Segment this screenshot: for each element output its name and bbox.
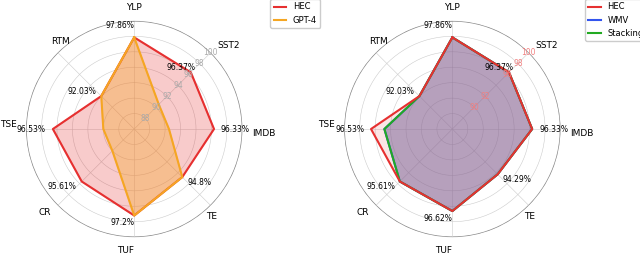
Text: TE: TE bbox=[524, 212, 536, 221]
Text: 92.03%: 92.03% bbox=[67, 87, 97, 96]
Legend: HEC, WMV, Stacking: HEC, WMV, Stacking bbox=[585, 0, 640, 41]
Text: 88: 88 bbox=[140, 114, 150, 123]
Text: 96.53%: 96.53% bbox=[335, 124, 364, 134]
Text: YLP: YLP bbox=[445, 3, 460, 12]
Text: TE: TE bbox=[206, 212, 217, 221]
Text: 97.2%: 97.2% bbox=[110, 218, 134, 227]
Polygon shape bbox=[371, 37, 532, 211]
Legend: HEC, GPT-4: HEC, GPT-4 bbox=[271, 0, 321, 28]
Text: 94: 94 bbox=[173, 81, 183, 90]
Text: 96.37%: 96.37% bbox=[167, 63, 196, 72]
Text: 92: 92 bbox=[480, 92, 490, 101]
Text: 92.03%: 92.03% bbox=[386, 87, 415, 96]
Text: 96: 96 bbox=[502, 70, 512, 79]
Text: 100: 100 bbox=[204, 48, 218, 57]
Text: SST2: SST2 bbox=[536, 41, 558, 50]
Text: RTM: RTM bbox=[369, 37, 388, 46]
Polygon shape bbox=[53, 37, 214, 216]
Text: TSE: TSE bbox=[318, 120, 335, 129]
Text: 92: 92 bbox=[162, 92, 172, 101]
Text: 90: 90 bbox=[469, 103, 479, 112]
Text: 98: 98 bbox=[513, 59, 523, 68]
Text: 90: 90 bbox=[151, 103, 161, 112]
Text: 96.37%: 96.37% bbox=[485, 63, 514, 72]
Text: 94.8%: 94.8% bbox=[187, 177, 211, 187]
Text: 96.33%: 96.33% bbox=[539, 124, 568, 134]
Text: IMDB: IMDB bbox=[570, 129, 593, 138]
Text: YLP: YLP bbox=[126, 3, 142, 12]
Text: SST2: SST2 bbox=[217, 41, 240, 50]
Text: 98: 98 bbox=[195, 59, 205, 68]
Text: TUF: TUF bbox=[117, 247, 134, 255]
Text: 96.62%: 96.62% bbox=[424, 214, 452, 222]
Text: 95.61%: 95.61% bbox=[366, 182, 395, 191]
Text: TUF: TUF bbox=[435, 247, 452, 255]
Text: 96.53%: 96.53% bbox=[17, 124, 46, 134]
Text: 94.29%: 94.29% bbox=[502, 175, 531, 184]
Text: 95.61%: 95.61% bbox=[48, 182, 77, 191]
Text: IMDB: IMDB bbox=[252, 129, 275, 138]
Text: 97.86%: 97.86% bbox=[106, 22, 134, 30]
Text: 96: 96 bbox=[184, 70, 194, 79]
Text: 97.86%: 97.86% bbox=[424, 22, 452, 30]
Text: TSE: TSE bbox=[0, 120, 17, 129]
Text: RTM: RTM bbox=[51, 37, 70, 46]
Text: CR: CR bbox=[38, 208, 51, 217]
Text: 100: 100 bbox=[522, 48, 536, 57]
Text: CR: CR bbox=[357, 208, 369, 217]
Text: 96.33%: 96.33% bbox=[221, 124, 250, 134]
Polygon shape bbox=[101, 37, 182, 216]
Polygon shape bbox=[385, 37, 532, 211]
